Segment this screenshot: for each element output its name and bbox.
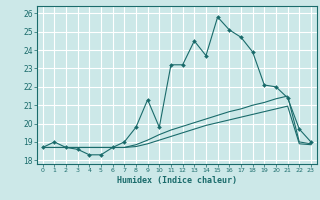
X-axis label: Humidex (Indice chaleur): Humidex (Indice chaleur) xyxy=(117,176,237,185)
